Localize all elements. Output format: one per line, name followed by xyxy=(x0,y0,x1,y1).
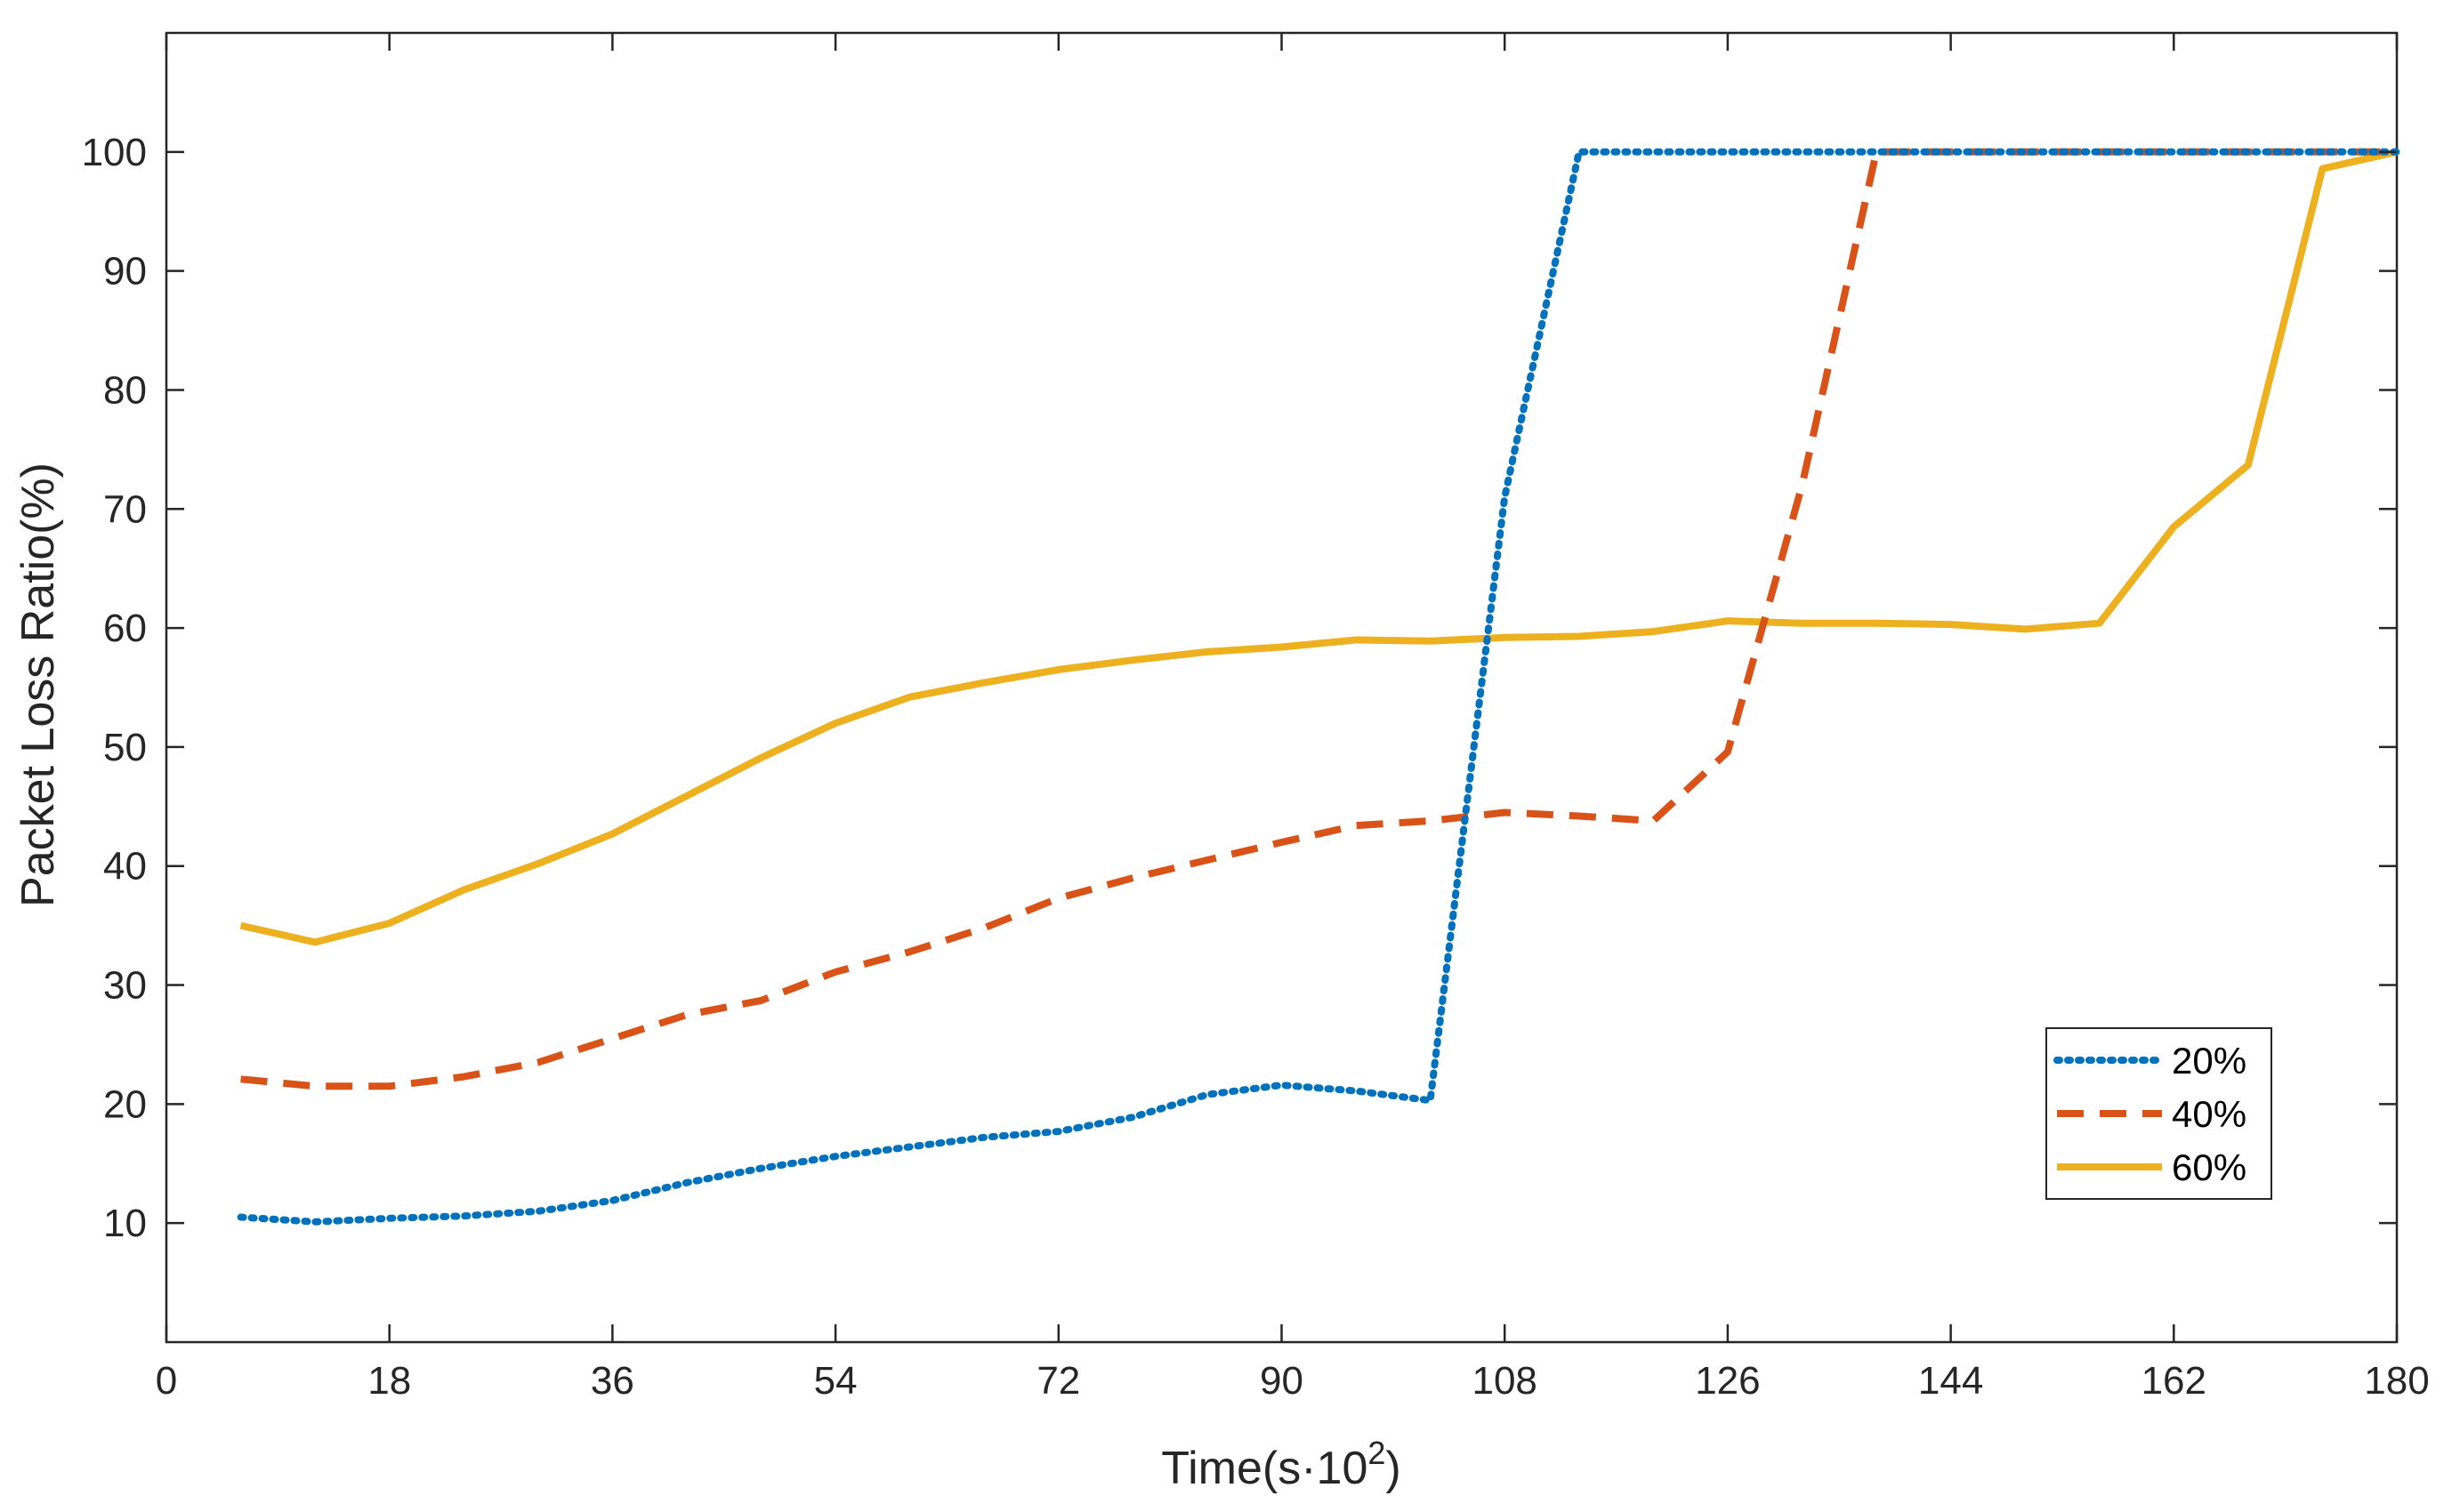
series-line-60pct xyxy=(239,148,2398,946)
series-layer xyxy=(237,148,2400,1226)
x-axis-title: Time(s·102) xyxy=(1161,1435,1400,1494)
y-axis-title: Packet Loss Ratio(%) xyxy=(12,462,64,907)
legend-label: 60% xyxy=(2172,1146,2246,1188)
legend-label: 20% xyxy=(2172,1040,2246,1082)
x-axis-title-close: ) xyxy=(1385,1443,1400,1494)
x-tick-label: 72 xyxy=(1036,1359,1080,1403)
y-tick-label: 60 xyxy=(103,607,147,650)
x-tick-label: 90 xyxy=(1260,1359,1303,1403)
y-tick-label: 100 xyxy=(82,131,147,174)
y-tick-label: 10 xyxy=(103,1202,147,1245)
plot-frame xyxy=(165,31,2399,1344)
x-tick-label: 144 xyxy=(1918,1359,1983,1403)
legend: 20% 40% 60% xyxy=(2045,1027,2272,1200)
plot-area xyxy=(165,31,2399,1344)
x-tick-label: 18 xyxy=(367,1359,411,1403)
y-tick-label: 90 xyxy=(103,250,147,294)
x-tick-label: 126 xyxy=(1695,1359,1760,1403)
y-tick-label: 70 xyxy=(103,487,147,531)
y-tick-label: 30 xyxy=(103,964,147,1008)
x-tick-label: 36 xyxy=(591,1359,634,1403)
y-tick-label: 80 xyxy=(103,368,147,412)
y-tick-label: 50 xyxy=(103,726,147,769)
x-tick-label: 0 xyxy=(156,1359,177,1403)
x-axis-title-main: Time(s·10 xyxy=(1161,1443,1367,1494)
ticks-layer: 0 18 36 54 72 90 108 126 144 162 180 10 20 30 40 50 60 70… xyxy=(82,33,2430,1403)
y-tick-label: 40 xyxy=(103,845,147,889)
x-tick-label: 162 xyxy=(2141,1359,2206,1403)
x-tick-label: 54 xyxy=(814,1359,858,1403)
series-line-40pct xyxy=(240,148,2397,1090)
x-tick-label: 180 xyxy=(2364,1359,2429,1403)
x-axis-title-exponent: 2 xyxy=(1367,1435,1385,1471)
series-line-20pct xyxy=(237,148,2400,1226)
x-tick-label: 108 xyxy=(1472,1359,1537,1403)
legend-label: 40% xyxy=(2172,1093,2246,1135)
y-tick-label: 20 xyxy=(103,1082,147,1126)
